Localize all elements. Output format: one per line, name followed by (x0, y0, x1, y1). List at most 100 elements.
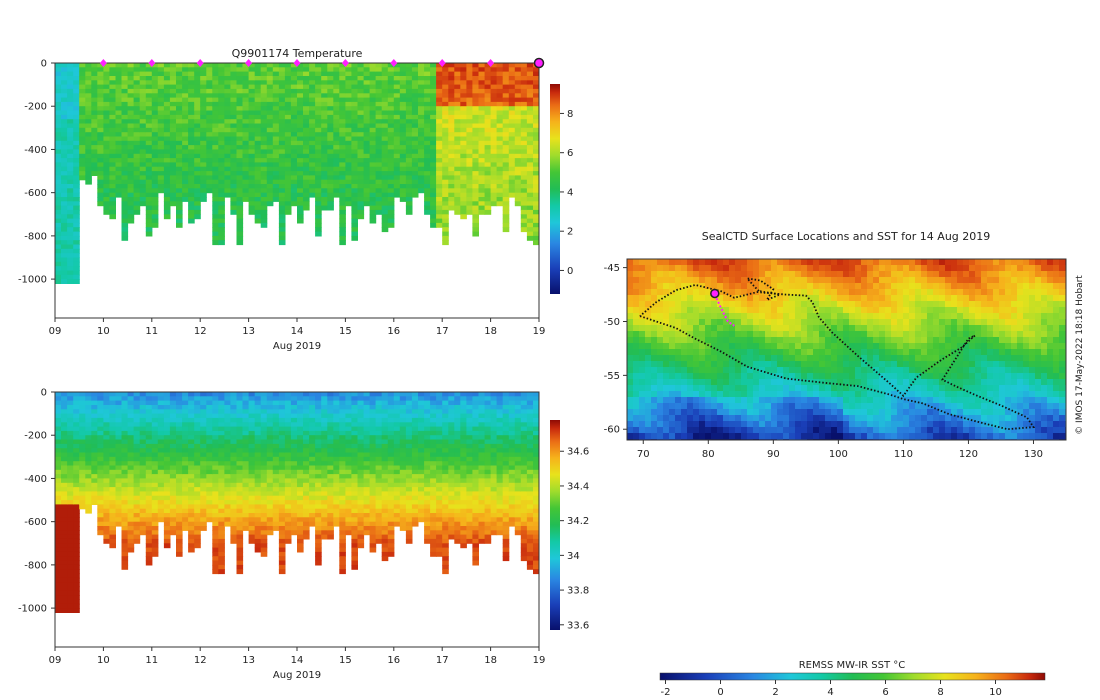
data-cell (133, 188, 141, 194)
data-cell (97, 166, 104, 172)
data-cell (206, 158, 213, 163)
data-cell (254, 114, 262, 120)
data-cell (442, 84, 449, 90)
data-cell (345, 93, 352, 99)
data-cell (109, 517, 116, 523)
data-cell (321, 491, 328, 497)
data-cell (284, 426, 292, 432)
data-cell (139, 417, 147, 423)
data-cell (133, 413, 141, 419)
data-cell (297, 513, 304, 518)
data-cell (272, 526, 280, 531)
data-cell (115, 175, 123, 181)
data-cell (224, 110, 231, 116)
data-cell (436, 179, 443, 185)
data-cell (85, 474, 92, 479)
data-cell (351, 171, 358, 176)
data-cell (502, 197, 510, 202)
data-cell (55, 534, 62, 540)
data-cell (490, 114, 498, 120)
data-cell (55, 392, 62, 397)
data-cell (448, 136, 455, 142)
data-cell (127, 526, 135, 531)
data-cell (200, 149, 207, 155)
data-cell (73, 244, 80, 250)
data-cell (103, 495, 110, 501)
data-cell (260, 145, 268, 150)
data-cell (272, 422, 280, 428)
data-cell (484, 136, 492, 142)
profile-marker (438, 59, 446, 67)
data-cell (218, 192, 225, 198)
data-cell (266, 504, 274, 510)
data-cell (369, 508, 377, 514)
data-cell (375, 149, 383, 155)
data-cell (145, 218, 153, 224)
colorbar-tick-label: 0 (567, 266, 573, 277)
data-cell (393, 136, 401, 142)
data-cell (91, 136, 98, 142)
data-cell (200, 140, 207, 146)
data-cell (290, 63, 298, 68)
data-cell (163, 500, 171, 505)
data-cell (139, 88, 147, 94)
data-cell (472, 71, 479, 77)
data-cell (139, 526, 147, 531)
data-cell (176, 456, 183, 462)
data-cell (297, 76, 304, 81)
data-cell (206, 417, 213, 423)
data-cell (327, 508, 334, 514)
data-cell (278, 114, 286, 120)
data-cell (182, 80, 189, 86)
data-cell (182, 504, 189, 510)
data-cell (242, 448, 250, 454)
data-cell (351, 452, 358, 458)
data-cell (61, 400, 68, 406)
data-cell (278, 149, 286, 155)
data-cell (315, 84, 322, 90)
data-cell (242, 136, 250, 142)
data-cell (387, 145, 395, 150)
data-cell (230, 521, 237, 527)
data-cell (151, 218, 159, 224)
data-cell (242, 110, 250, 116)
data-cell (448, 63, 455, 68)
data-cell (218, 564, 225, 570)
data-cell (266, 469, 274, 475)
data-cell (405, 158, 413, 163)
data-cell (248, 145, 256, 150)
data-cell (284, 184, 292, 189)
data-cell (284, 474, 292, 479)
data-cell (61, 88, 68, 94)
data-cell (387, 474, 395, 479)
data-cell (496, 76, 504, 81)
data-cell (351, 71, 358, 77)
data-cell (133, 465, 141, 471)
data-cell (163, 430, 171, 436)
data-cell (393, 80, 401, 86)
data-cell (218, 448, 225, 454)
data-cell (393, 140, 401, 146)
data-cell (369, 171, 377, 176)
data-cell (333, 132, 340, 138)
data-cell (236, 538, 244, 544)
data-cell (236, 240, 244, 246)
data-cell (533, 153, 539, 159)
data-cell (363, 132, 371, 138)
data-cell (127, 84, 135, 90)
data-cell (266, 500, 274, 505)
data-cell (278, 80, 286, 86)
data-cell (242, 149, 250, 155)
data-cell (290, 97, 298, 103)
data-cell (103, 132, 110, 138)
data-cell (460, 149, 467, 155)
data-cell (73, 448, 80, 454)
data-cell (103, 162, 110, 168)
data-cell (375, 97, 383, 103)
data-cell (363, 175, 371, 181)
data-cell (357, 482, 365, 488)
data-cell (496, 166, 504, 172)
data-cell (127, 209, 135, 215)
data-cell (393, 413, 401, 419)
data-cell (339, 426, 346, 432)
